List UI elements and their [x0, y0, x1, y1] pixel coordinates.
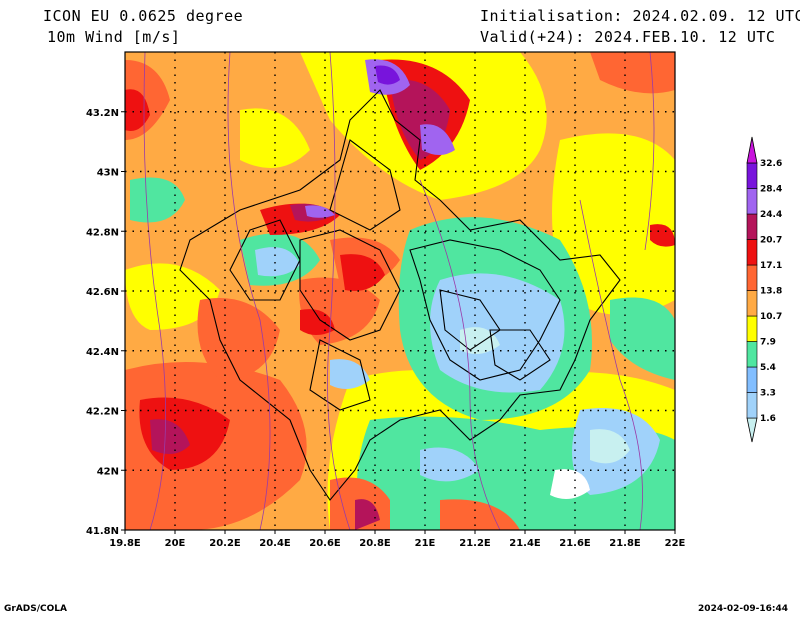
x-tick-label: 20E — [165, 538, 186, 549]
x-tick-label: 21.6E — [559, 538, 591, 549]
colorbar-label: 7.9 — [760, 338, 776, 348]
y-tick-label: 42.2N — [86, 407, 119, 418]
y-tick-label: 42.8N — [86, 227, 119, 238]
x-tick-label: 20.8E — [359, 538, 391, 549]
colorbar-label: 10.7 — [760, 312, 782, 322]
x-tick-label: 19.8E — [109, 538, 141, 549]
y-tick-label: 43.2N — [86, 108, 119, 119]
colorbar-segment — [746, 366, 758, 393]
colorbar-segment — [746, 188, 758, 215]
longitude-ticks: 19.8E 20E 20.2E 20.4E 20.6E 20.8E 21E 21.2E 21.4… — [109, 530, 686, 549]
x-tick-label: 20.4E — [259, 538, 291, 549]
colorbar-label: 24.4 — [760, 210, 782, 220]
x-tick-label: 20.6E — [309, 538, 341, 549]
x-tick-label: 21.8E — [609, 538, 641, 549]
latitude-ticks: 41.8N 42N 42.2N 42.4N 42.6N 42.8N 43N 43.2N — [86, 108, 125, 537]
colorbar-label: 1.6 — [760, 414, 776, 424]
y-tick-label: 41.8N — [86, 526, 119, 537]
streamlines — [143, 52, 655, 530]
colorbar-label: 17.1 — [760, 261, 782, 271]
footer-timestamp: 2024-02-09-16:44 — [698, 604, 788, 614]
x-tick-label: 22E — [665, 538, 686, 549]
colorbar-segment — [746, 239, 758, 266]
colorbar-label: 13.8 — [760, 287, 782, 297]
colorbar-segment — [746, 264, 758, 291]
colorbar-min-arrow — [746, 417, 758, 443]
colorbar-segment — [746, 213, 758, 240]
y-tick-label: 42N — [97, 466, 119, 477]
x-tick-label: 21E — [415, 538, 436, 549]
colorbar-label: 32.6 — [760, 159, 782, 169]
colorbar-segment — [746, 315, 758, 342]
y-tick-label: 43N — [97, 168, 119, 179]
graticule — [125, 52, 675, 530]
colorbar-segment — [746, 162, 758, 189]
model-title: ICON EU 0.0625 degree — [43, 7, 244, 25]
colorbar-segment — [746, 341, 758, 368]
y-tick-label: 42.4N — [86, 347, 119, 358]
colorbar-label: 3.3 — [760, 389, 776, 399]
colorbar-label: 5.4 — [760, 363, 776, 373]
y-tick-label: 42.6N — [86, 287, 119, 298]
colorbar-max-arrow — [746, 136, 758, 164]
x-tick-label: 21.4E — [509, 538, 541, 549]
colorbar-label: 20.7 — [760, 236, 782, 246]
colorbar-segment — [746, 392, 758, 419]
x-tick-label: 21.2E — [459, 538, 491, 549]
colorbar-segment — [746, 290, 758, 317]
variable-title: 10m Wind [m/s] — [47, 28, 181, 46]
colorbar: 1.6 3.3 5.4 7.9 10.7 13.8 17.1 20.7 24.4 28.4 32.6 — [746, 136, 782, 443]
x-tick-label: 20.2E — [209, 538, 241, 549]
valid-time: Valid(+24): 2024.FEB.10. 12 UTC — [480, 28, 776, 46]
footer-credit: GrADS/COLA — [4, 604, 67, 614]
colorbar-label: 28.4 — [760, 185, 782, 195]
init-time: Initialisation: 2024.02.09. 12 UTC — [480, 7, 800, 25]
